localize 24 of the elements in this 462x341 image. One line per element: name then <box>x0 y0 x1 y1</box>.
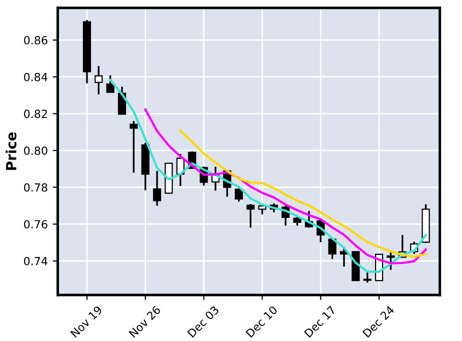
y-tick-label: 0.82 <box>24 110 47 118</box>
x-tick-label: Dec 24 <box>362 305 395 338</box>
candlestick <box>130 120 138 174</box>
line-series <box>144 108 427 264</box>
line-series <box>179 130 427 258</box>
x-tick-label: Dec 03 <box>187 305 220 338</box>
y-tick-label: 0.76 <box>24 220 48 228</box>
x-tick-label: Dec 17 <box>304 306 336 338</box>
candlestick <box>246 203 255 228</box>
y-tick-label: 0.74 <box>24 256 48 266</box>
x-tick-label: Dec 10 <box>245 305 278 338</box>
candlestick <box>153 170 162 207</box>
x-tick-label: Nov 19 <box>70 305 103 338</box>
candlestick <box>386 250 395 271</box>
candlestick <box>106 74 114 94</box>
y-tick-label: 0.86 <box>24 36 48 44</box>
candlestick <box>363 271 372 284</box>
y-tick-label: 0.84 <box>24 72 48 82</box>
candlestick <box>328 238 336 260</box>
y-tick-label: 0.78 <box>24 183 48 192</box>
candlestick <box>293 216 302 226</box>
y-tick-label: 0.80 <box>24 146 48 155</box>
candlestick <box>234 187 243 202</box>
y-axis-title: Price <box>6 132 16 170</box>
